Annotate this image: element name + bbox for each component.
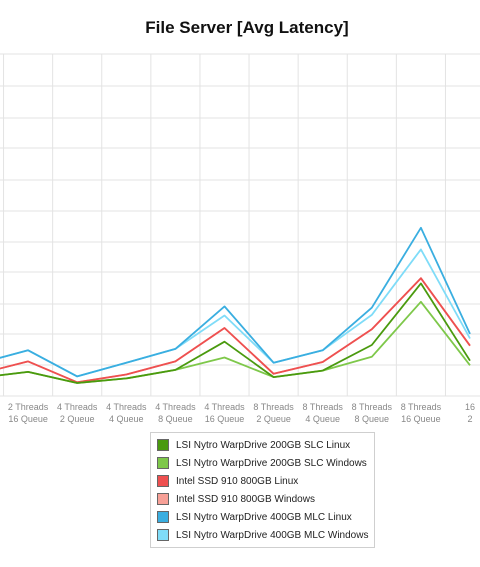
x-tick-label: 8 Threads 16 Queue [401, 402, 442, 424]
legend-label: Intel SSD 910 800GB Windows [176, 493, 315, 505]
x-tick-label: 8 Threads 8 Queue [352, 402, 393, 424]
legend-item[interactable]: LSI Nytro WarpDrive 200GB SLC Windows [157, 454, 368, 472]
legend-swatch [157, 493, 169, 505]
legend-swatch [157, 439, 169, 451]
series-line-3 [0, 277, 471, 384]
legend-item[interactable]: Intel SSD 910 800GB Linux [157, 472, 368, 490]
x-tick-label: 16 2 [465, 402, 475, 424]
legend-label: LSI Nytro WarpDrive 200GB SLC Linux [176, 439, 351, 451]
series-line-4 [0, 226, 471, 378]
x-tick-label: 4 Threads 16 Queue [204, 402, 245, 424]
legend-item[interactable]: Intel SSD 910 800GB Windows [157, 490, 368, 508]
legend-label: LSI Nytro WarpDrive 400GB MLC Windows [176, 529, 369, 541]
series-line-0 [0, 282, 471, 384]
legend-swatch [157, 511, 169, 523]
legend-label: LSI Nytro WarpDrive 200GB SLC Windows [176, 457, 367, 469]
series-line-2 [0, 277, 471, 384]
series-line-1 [0, 300, 471, 384]
legend-swatch [157, 475, 169, 487]
x-tick-label: 8 Threads 4 Queue [303, 402, 344, 424]
x-tick-label: 4 Threads 2 Queue [57, 402, 98, 424]
series-line-5 [0, 248, 471, 378]
legend-item[interactable]: LSI Nytro WarpDrive 400GB MLC Windows [157, 526, 368, 544]
legend-label: Intel SSD 910 800GB Linux [176, 475, 299, 487]
legend-swatch [157, 529, 169, 541]
x-tick-label: 4 Threads 4 Queue [106, 402, 147, 424]
chart-title: File Server [Avg Latency] [145, 18, 349, 37]
legend-swatch [157, 457, 169, 469]
x-tick-label: 2 Threads 16 Queue [8, 402, 49, 424]
legend-item[interactable]: LSI Nytro WarpDrive 400GB MLC Linux [157, 508, 368, 526]
legend: LSI Nytro WarpDrive 200GB SLC Linux LSI N… [150, 432, 376, 548]
legend-label: LSI Nytro WarpDrive 400GB MLC Linux [176, 511, 352, 523]
x-tick-label: 8 Threads 2 Queue [253, 402, 294, 424]
x-tick-label: 4 Threads 8 Queue [155, 402, 196, 424]
legend-item[interactable]: LSI Nytro WarpDrive 200GB SLC Linux [157, 436, 368, 454]
